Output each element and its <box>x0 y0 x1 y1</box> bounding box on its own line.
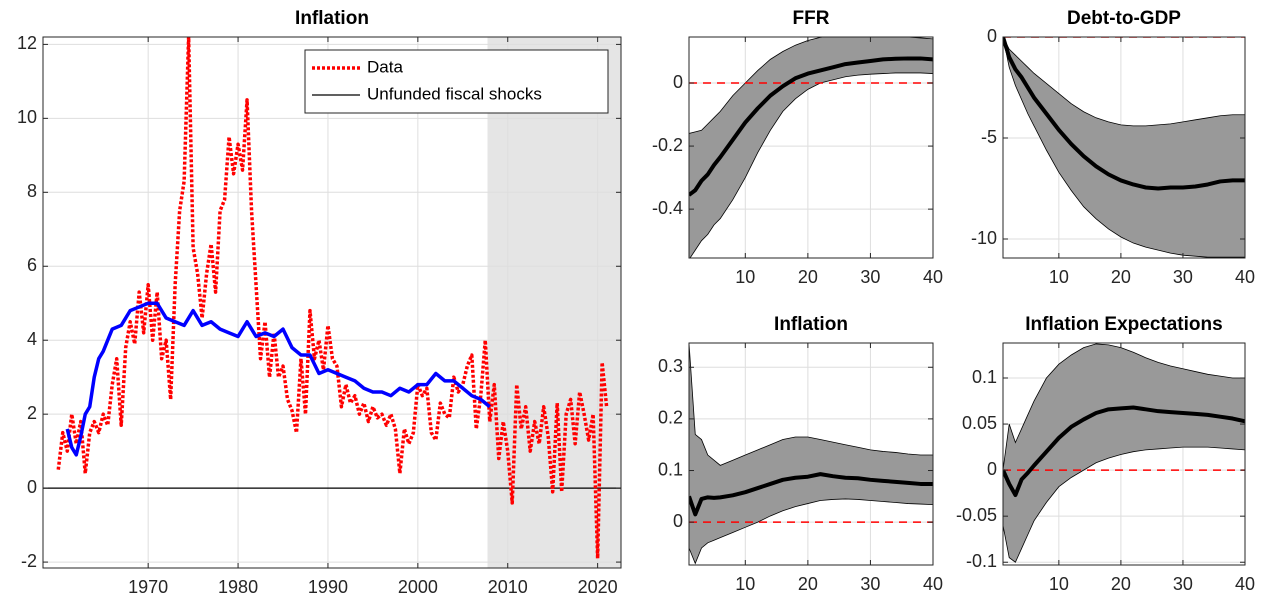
y-tick-label: 0.3 <box>658 356 683 376</box>
x-tick-label: 40 <box>923 267 943 287</box>
x-tick-label: 2020 <box>578 577 618 597</box>
confidence-band <box>689 37 933 258</box>
y-tick-label: -0.05 <box>956 505 997 525</box>
y-tick-label: 0 <box>987 26 997 46</box>
x-tick-label: 20 <box>798 574 818 594</box>
plot-area <box>1003 343 1245 565</box>
x-tick-label: 40 <box>923 574 943 594</box>
legend: Data Unfunded fiscal shocks <box>304 49 609 114</box>
axes-frame <box>688 342 934 566</box>
y-tick-label: -2 <box>21 551 37 571</box>
y-tick-label: 0.1 <box>658 459 683 479</box>
x-tick-label: 10 <box>1049 574 1069 594</box>
y-tick-label: 4 <box>27 329 37 349</box>
y-tick-label: 6 <box>27 255 37 275</box>
y-tick-label: 0.2 <box>658 408 683 428</box>
axes: 10 20 30 40 -0.1 -0.05 0 0.05 0.1 Inflation Expec… <box>956 314 1255 594</box>
x-tick-label: 30 <box>1173 574 1193 594</box>
x-tick-label: 10 <box>735 267 755 287</box>
x-tick-label: 30 <box>1173 267 1193 287</box>
series-line <box>65 301 491 457</box>
x-tick-label: 1990 <box>308 577 348 597</box>
chart-title: Inflation <box>295 8 369 29</box>
legend-label: Unfunded fiscal shocks <box>367 84 542 103</box>
y-tick-label: 10 <box>17 107 37 127</box>
x-tick-label: 20 <box>1111 574 1131 594</box>
legend-label: Data <box>367 57 403 76</box>
plot-area <box>689 343 933 565</box>
axes: 1970 1980 1990 2000 2010 2020 -2 0 2 4 6 8 10 12 Infla… <box>17 8 622 597</box>
chart-title: Inflation <box>774 314 848 335</box>
axes: 10 20 30 40 0 0.1 0.2 0.3 Inflation <box>658 314 943 594</box>
axes-frame <box>1002 342 1246 566</box>
y-tick-label: 2 <box>27 403 37 423</box>
y-tick-label: -10 <box>971 228 997 248</box>
x-tick-label: 30 <box>860 267 880 287</box>
confidence-band <box>1003 343 1245 563</box>
axes-frame <box>42 36 622 569</box>
y-tick-label: 12 <box>17 33 37 53</box>
series-line <box>689 56 933 197</box>
axes: 10 20 30 40 -0.4 -0.2 0 FFR <box>652 8 943 287</box>
y-tick-label: 0 <box>673 72 683 92</box>
axes: 10 20 30 40 -10 -5 0 Debt-to-GDP <box>971 8 1255 287</box>
x-tick-label: 1970 <box>128 577 168 597</box>
y-tick-label: 0 <box>987 459 997 479</box>
x-tick-label: 10 <box>735 574 755 594</box>
x-tick-label: 30 <box>860 574 880 594</box>
y-tick-label: -0.2 <box>652 135 683 155</box>
x-tick-label: 40 <box>1235 574 1255 594</box>
confidence-band <box>689 343 933 565</box>
plot-area <box>1003 37 1245 258</box>
y-tick-label: 0.1 <box>972 367 997 387</box>
series-line <box>1003 405 1245 497</box>
y-tick-label: -0.4 <box>652 198 683 218</box>
legend-box <box>304 49 609 114</box>
y-tick-label: -0.1 <box>966 551 997 571</box>
x-tick-label: 1980 <box>218 577 258 597</box>
y-tick-label: 8 <box>27 181 37 201</box>
confidence-band <box>1003 37 1245 258</box>
series-line <box>689 472 933 517</box>
plot-area <box>43 37 621 568</box>
axes-frame <box>688 36 934 259</box>
y-tick-label: -5 <box>981 127 997 147</box>
y-tick-label: 0 <box>673 511 683 531</box>
x-tick-label: 2010 <box>488 577 528 597</box>
series-line <box>1003 37 1245 191</box>
x-tick-label: 20 <box>1111 267 1131 287</box>
y-tick-label: 0 <box>27 477 37 497</box>
y-tick-label: 0.05 <box>962 413 997 433</box>
series-line <box>56 37 609 561</box>
plot-area <box>689 37 933 258</box>
chart-title: Inflation Expectations <box>1025 314 1222 335</box>
x-tick-label: 2000 <box>398 577 438 597</box>
x-tick-label: 10 <box>1049 267 1069 287</box>
x-tick-label: 40 <box>1235 267 1255 287</box>
chart-title: Debt-to-GDP <box>1067 8 1181 29</box>
chart-title: FFR <box>793 8 830 29</box>
x-tick-label: 20 <box>798 267 818 287</box>
axes-frame <box>1002 36 1246 259</box>
